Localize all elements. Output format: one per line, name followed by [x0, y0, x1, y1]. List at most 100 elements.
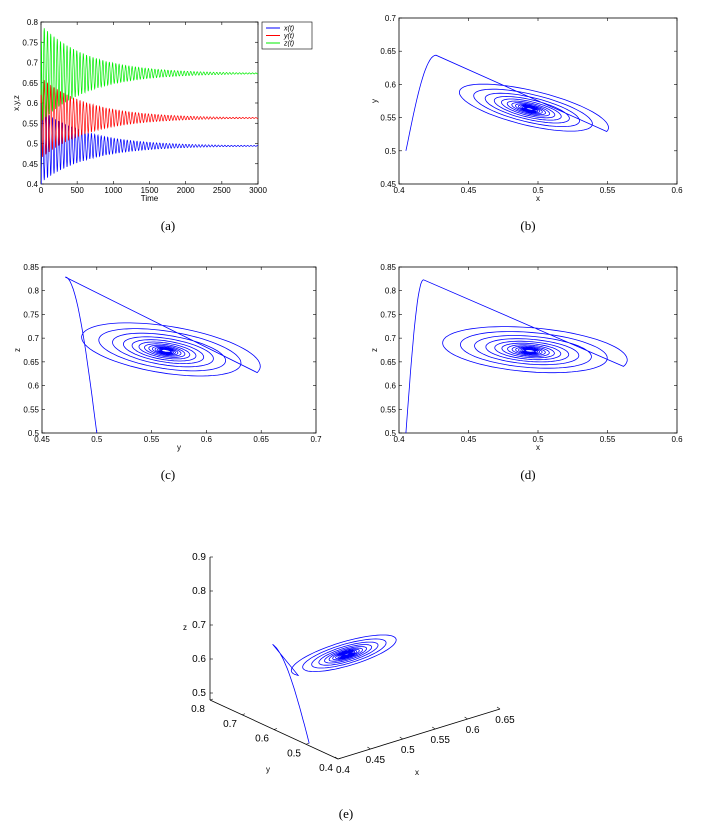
legend-label: z(t) — [283, 41, 294, 48]
series-line-zt — [40, 27, 259, 121]
x-tick-label: 0.4 — [336, 765, 350, 776]
trajectory-line — [65, 276, 261, 434]
legend-box — [261, 21, 313, 50]
x-tick-label: 0.45 — [366, 755, 386, 766]
z-axis-label: z — [183, 623, 187, 632]
x-tick-label: 0.55 — [430, 735, 450, 746]
x-tick-label: 0.5 — [401, 745, 415, 756]
y-tick-label: 0.85 — [23, 263, 39, 272]
y-tick-label: 0.5 — [385, 429, 397, 438]
z-tick-label: 0.9 — [192, 552, 206, 563]
y-tick-label: 0.8 — [27, 18, 39, 27]
y-tick-label: 0.65 — [380, 358, 396, 367]
y-tick-label: 0.5 — [385, 147, 397, 156]
x-axis-line — [337, 708, 501, 760]
x-tick-mark — [464, 716, 468, 720]
y-tick-mark — [273, 728, 278, 730]
y-tick-label: 0.55 — [22, 119, 38, 128]
x-tick-label: 0.5 — [91, 435, 103, 444]
y-tick-label: 0.55 — [380, 114, 396, 123]
x-axis-label: x — [415, 768, 419, 777]
chart-phase-portrait-c: 0.45 0.5 0.55 0.6 0.65 0.70.50.550.60.650.70.… — [13, 263, 322, 482]
y-tick-label: 0.55 — [23, 405, 39, 414]
x-axis-label: y — [177, 443, 181, 452]
y-tick-label: 0.65 — [22, 79, 38, 88]
x-tick-label: 0.45 — [461, 435, 477, 444]
panel-caption: (e) — [339, 806, 353, 821]
x-tick-label: 0.5 — [532, 435, 544, 444]
y-tick-label: 0.6 — [28, 382, 40, 391]
series-line-yt — [40, 79, 259, 158]
y-tick-label: 0.6 — [385, 80, 397, 89]
panel-caption: (c) — [161, 467, 175, 482]
panel-caption: (d) — [520, 467, 535, 482]
y-tick-label: 0.7 — [28, 334, 40, 343]
legend-label: x(t) — [283, 26, 294, 33]
x-tick-mark — [432, 726, 436, 730]
x-tick-label: 0.45 — [461, 186, 477, 195]
trajectory-line — [405, 54, 609, 151]
panel-caption: (b) — [520, 218, 535, 233]
y-tick-label: 0.55 — [380, 405, 396, 414]
x-tick-mark — [334, 756, 339, 760]
y-tick-label: 0.75 — [380, 310, 396, 319]
z-tick-label: 0.5 — [192, 688, 206, 699]
x-tick-label: 0.55 — [600, 435, 616, 444]
x-tick-label: 2500 — [213, 186, 231, 195]
legend: x(t)y(t)z(t) — [261, 21, 313, 50]
y-tick-label: 0.8 — [191, 704, 205, 715]
x-tick-label: 0.45 — [34, 435, 50, 444]
x-tick-mark — [496, 706, 501, 710]
x-tick-label: 0 — [39, 186, 44, 195]
x-tick-mark — [399, 736, 403, 740]
y-tick-label: 0.7 — [223, 719, 237, 730]
y-axis-label: z — [13, 348, 22, 352]
z-tick-label: 0.6 — [192, 654, 206, 665]
x-tick-label: 0.65 — [253, 435, 269, 444]
x-axis-label: x — [536, 443, 540, 452]
y-tick-label: 0.45 — [22, 160, 38, 169]
y-tick-label: 0.5 — [28, 429, 40, 438]
y-tick-label: 0.7 — [385, 334, 397, 343]
x-tick-label: 0.6 — [466, 725, 480, 736]
y-tick-label: 0.6 — [27, 99, 39, 108]
x-tick-label: 500 — [70, 186, 84, 195]
y-tick-mark — [337, 757, 342, 760]
x-tick-label: 0.6 — [671, 435, 683, 444]
legend-label: y(t) — [283, 33, 294, 40]
y-tick-label: 0.85 — [380, 263, 396, 272]
trajectory-line — [272, 634, 397, 744]
y-axis-label: y — [370, 99, 379, 103]
x-tick-label: 0.6 — [671, 186, 683, 195]
x-tick-mark — [367, 746, 371, 750]
y-tick-label: 0.65 — [380, 47, 396, 56]
x-tick-label: 0.55 — [600, 186, 616, 195]
x-tick-label: 0.55 — [144, 435, 160, 444]
x-tick-label: 1000 — [104, 186, 122, 195]
x-tick-label: 0.65 — [495, 715, 515, 726]
x-tick-label: 0.4 — [393, 435, 405, 444]
x-tick-label: 0.5 — [532, 186, 544, 195]
y-tick-label: 0.4 — [27, 180, 39, 189]
x-tick-label: 0.6 — [201, 435, 213, 444]
y-tick-label: 0.5 — [27, 140, 39, 149]
chart-time-series: 0 500 1000 1500 2000 2500 3000 0.4 0.45 0.5 0.55 0.… — [12, 18, 313, 233]
y-tick-label: 0.45 — [380, 180, 396, 189]
y-tick-label: 0.7 — [27, 59, 39, 68]
y-tick-mark — [241, 713, 246, 716]
y-tick-label: 0.75 — [23, 310, 39, 319]
x-tick-label: 2000 — [177, 186, 195, 195]
x-axis-label: x — [536, 194, 540, 203]
z-tick-label: 0.7 — [192, 620, 206, 631]
chart-phase-portrait-d: 0.4 0.45 0.5 0.55 0.6 0.5 0.55 0.6 0.65 0.7 0.75 0.… — [370, 263, 683, 482]
y-tick-label: 0.65 — [23, 358, 39, 367]
z-tick-label: 0.8 — [192, 586, 206, 597]
y-axis-label: y — [266, 765, 270, 774]
y-axis-label: z — [370, 348, 379, 352]
chart-3d-trajectory: 0.4 0.45 0.5 0.55 0.6 0.65 0.4 0.5 0.6 0.7 0.8 0.5 0… — [183, 552, 515, 821]
y-tick-label: 0.8 — [28, 287, 40, 296]
x-axis-label: Time — [141, 194, 159, 203]
y-tick-label: 0.75 — [22, 38, 38, 47]
y-tick-label: 0.5 — [287, 748, 301, 759]
